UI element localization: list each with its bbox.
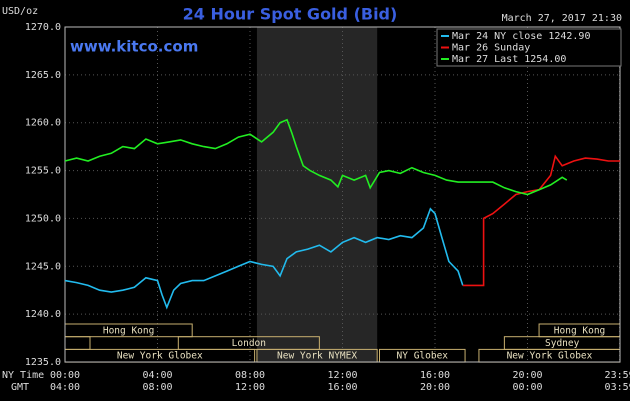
session-label: Sydney bbox=[545, 338, 580, 349]
legend-label: Mar 27 Last 1254.00 bbox=[452, 54, 566, 65]
site-label: www.kitco.com bbox=[70, 38, 198, 56]
x2-tick-label: 12:00 bbox=[235, 382, 265, 393]
x2-tick-label: 00:00 bbox=[512, 382, 542, 393]
y-tick-label: 1260.0 bbox=[25, 118, 61, 129]
x-tick-label: 23:59 bbox=[605, 370, 630, 381]
highlight-band bbox=[256, 27, 378, 362]
x2-tick-label: 20:00 bbox=[420, 382, 450, 393]
x2-tick-label: 08:00 bbox=[142, 382, 172, 393]
x2-tick-label: 16:00 bbox=[327, 382, 357, 393]
x2-tick-label: 03:59 bbox=[605, 382, 630, 393]
y-tick-label: 1270.0 bbox=[25, 22, 61, 33]
x-tick-label: 08:00 bbox=[235, 370, 265, 381]
series-line bbox=[64, 118, 568, 196]
y-tick-label: 1240.0 bbox=[25, 309, 61, 320]
series-line bbox=[64, 207, 464, 310]
session-label: Hong Kong bbox=[554, 325, 605, 336]
x-tick-label: 12:00 bbox=[327, 370, 357, 381]
y-unit: USD/oz bbox=[2, 6, 38, 17]
x-row-label: GMT bbox=[11, 382, 29, 393]
session-label: London bbox=[232, 338, 266, 349]
x-tick-label: 16:00 bbox=[420, 370, 450, 381]
y-tick-label: 1250.0 bbox=[25, 213, 61, 224]
session-label: New York NYMEX bbox=[277, 351, 357, 362]
legend-label: Mar 26 Sunday bbox=[452, 43, 530, 54]
plot-frame bbox=[64, 26, 621, 363]
x-tick-label: 00:00 bbox=[50, 370, 80, 381]
series-line bbox=[462, 154, 620, 287]
timestamp: March 27, 2017 21:30 bbox=[502, 13, 622, 24]
session-label: New York Globex bbox=[117, 351, 203, 362]
x-tick-label: 20:00 bbox=[512, 370, 542, 381]
y-tick-label: 1235.0 bbox=[25, 357, 61, 368]
x-row-label: NY Time bbox=[2, 370, 44, 381]
y-tick-label: 1265.0 bbox=[25, 70, 61, 81]
legend-label: Mar 24 NY close 1242.90 bbox=[452, 31, 590, 42]
session-label: New York Globex bbox=[507, 351, 593, 362]
x-tick-label: 04:00 bbox=[142, 370, 172, 381]
y-tick-label: 1255.0 bbox=[25, 166, 61, 177]
session-label: Hong Kong bbox=[103, 325, 154, 336]
session-label: NY Globex bbox=[397, 351, 449, 362]
legend-box bbox=[436, 28, 622, 67]
chart-title: 24 Hour Spot Gold (Bid) bbox=[183, 5, 398, 24]
x2-tick-label: 04:00 bbox=[50, 382, 80, 393]
y-tick-label: 1245.0 bbox=[25, 261, 61, 272]
